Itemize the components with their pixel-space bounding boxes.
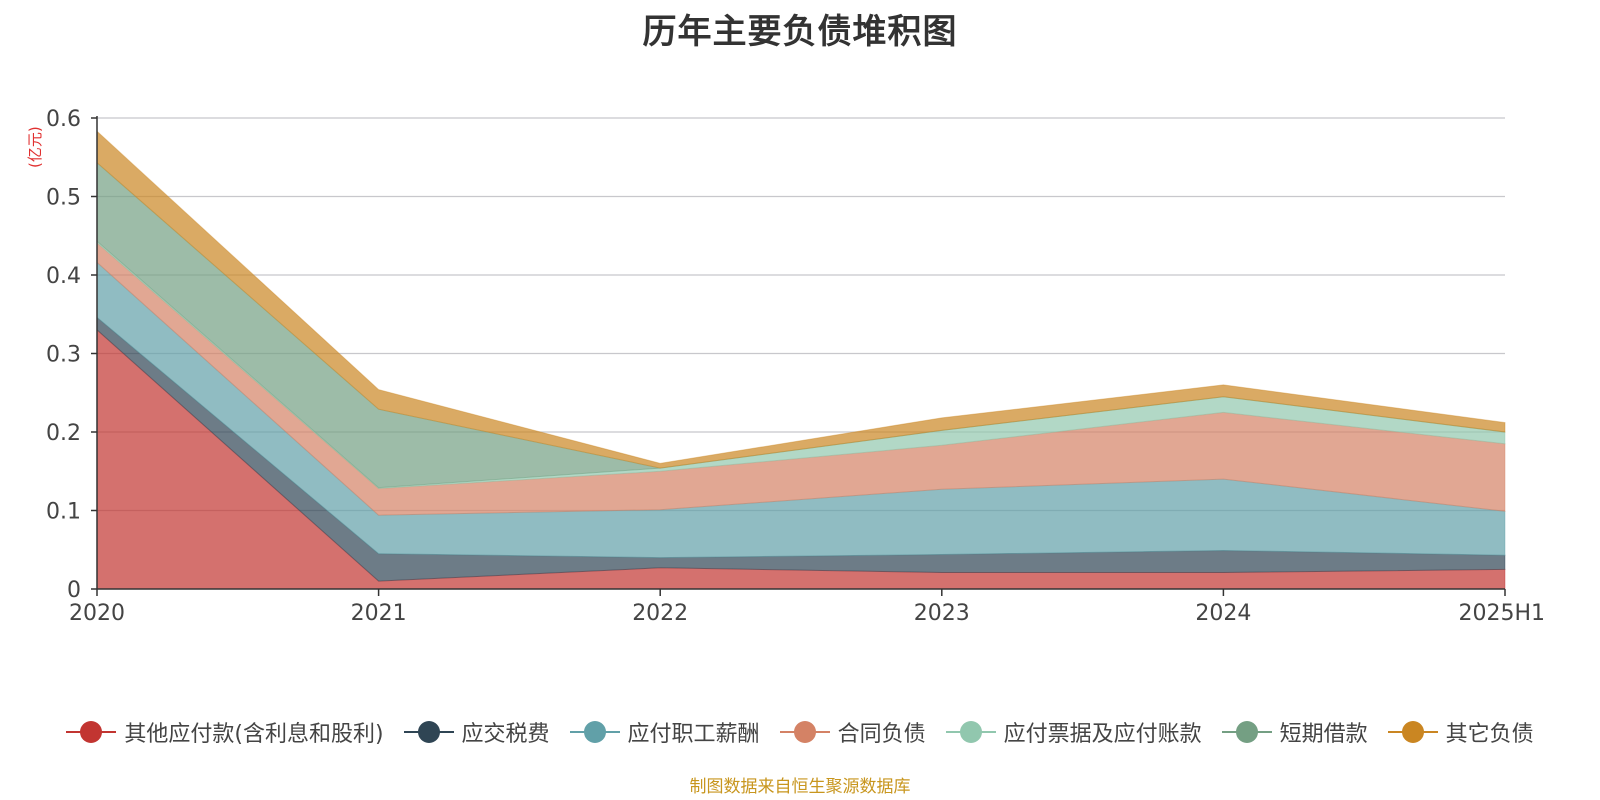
y-tick-label: 0.5 [46, 186, 81, 211]
x-tick-label: 2021 [351, 601, 407, 626]
legend-item-4[interactable]: 应付票据及应付账款 [945, 716, 1202, 748]
legend-label: 应付职工薪酬 [627, 722, 760, 747]
y-tick-label: 0.6 [46, 107, 81, 132]
x-tick-label: 2022 [632, 601, 688, 626]
series-areas [96, 130, 1506, 590]
legend-marker [779, 720, 830, 744]
legend-label: 其他应付款(含利息和股利) [124, 722, 384, 747]
legend-label: 短期借款 [1279, 722, 1368, 747]
legend-item-5[interactable]: 短期借款 [1221, 716, 1368, 748]
legend-item-6[interactable]: 其它负债 [1387, 716, 1534, 748]
y-tick-label: 0.1 [46, 500, 81, 525]
x-tick-label: 2024 [1195, 601, 1251, 626]
legend-marker [569, 720, 620, 744]
legend-marker [1387, 720, 1438, 744]
legend-label: 应付票据及应付账款 [1003, 722, 1202, 747]
legend-item-1[interactable]: 应交税费 [403, 716, 550, 748]
legend-item-2[interactable]: 应付职工薪酬 [569, 716, 760, 748]
legend-label: 合同负债 [837, 722, 926, 747]
legend-label: 其它负债 [1445, 722, 1534, 747]
legend-label: 应交税费 [461, 722, 550, 747]
y-tick-label: 0.2 [46, 421, 81, 446]
y-tick-label: 0.3 [46, 343, 81, 368]
series-area-6 [96, 130, 1506, 469]
chart-legend: 其他应付款(含利息和股利) 应交税费 应付职工薪酬 合同负债 应付票据及应付账款 短期借款… [0, 716, 1600, 748]
legend-marker [945, 720, 996, 744]
chart-title: 历年主要负债堆积图 [642, 12, 958, 52]
legend-marker [1221, 720, 1272, 744]
y-tick-label: 0 [67, 578, 81, 603]
legend-marker [66, 720, 117, 744]
stacked-area-chart: 0 0.1 0.2 0.3 0.4 0.5 0.6 2020 2021 2022 2023 2024 2… [46, 107, 1545, 626]
x-tick-label: 2023 [914, 601, 970, 626]
legend-item-0[interactable]: 其他应付款(含利息和股利) [66, 716, 384, 748]
y-tick-label: 0.4 [46, 264, 81, 289]
source-note: 制图数据来自恒生聚源数据库 [689, 777, 911, 797]
x-tick-label: 2020 [69, 601, 125, 626]
legend-marker [403, 720, 454, 744]
axes: 0 0.1 0.2 0.3 0.4 0.5 0.6 2020 2021 2022 2023 2024 2… [46, 107, 1545, 626]
x-tick-label: 2025H1 [1458, 601, 1545, 626]
legend-item-3[interactable]: 合同负债 [779, 716, 926, 748]
